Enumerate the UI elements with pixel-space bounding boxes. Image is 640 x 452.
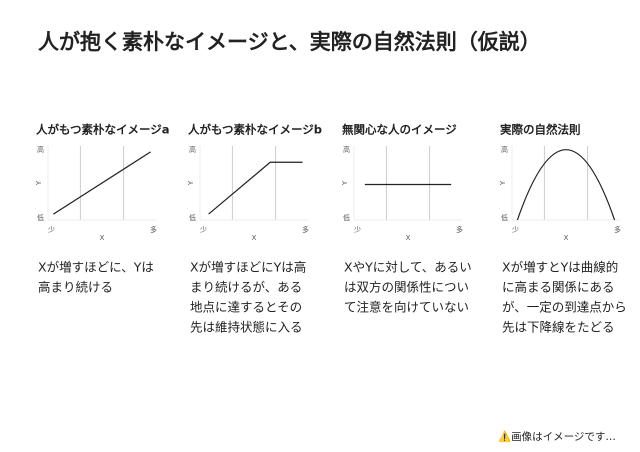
description-line: XやYに対して、あるい [344, 260, 472, 275]
description-line: 高まり続ける [38, 280, 113, 295]
x-low-label: 少 [200, 226, 207, 234]
y-low-label: 低 [501, 213, 508, 222]
panel-heading: 人がもつ素朴なイメージa [36, 123, 170, 137]
description-line: Xが増すとYは曲線的 [502, 260, 618, 275]
y-high-label: 高 [343, 145, 350, 154]
concept-curve [53, 151, 151, 215]
description-line: Xが増すほどに、Yは [38, 260, 154, 275]
description-line: 先は維持状態に入る [190, 320, 303, 335]
y-low-label: 低 [37, 213, 44, 222]
y-high-label: 高 [501, 145, 508, 154]
description-line: て注意を向けていない [344, 300, 469, 315]
x-axis-label: X [406, 234, 411, 242]
x-axis-label: X [100, 234, 105, 242]
description-line: 地点に達するとその [190, 300, 302, 315]
panel-heading: 人がもつ素朴なイメージb [188, 123, 322, 137]
x-low-label: 少 [354, 226, 361, 234]
y-axis-label: Y [499, 180, 507, 186]
y-high-label: 高 [37, 145, 44, 154]
slide-title: 人が抱く素朴なイメージと、実際の自然法則（仮説） [38, 30, 541, 54]
x-high-label: 多 [456, 225, 463, 234]
x-high-label: 多 [150, 225, 157, 234]
description-line: は双方の関係性につい [344, 280, 469, 295]
x-low-label: 少 [48, 226, 55, 234]
footer-note: ⚠️画像はイメージです… [498, 430, 616, 443]
x-axis-label: X [564, 234, 569, 242]
x-low-label: 少 [512, 226, 519, 234]
concept-curve [516, 149, 616, 221]
y-axis-label: Y [341, 180, 349, 186]
description-line: が、一定の到達点から [502, 300, 627, 315]
description-line: 先は下降線をたどる [502, 320, 615, 335]
x-high-label: 多 [614, 225, 621, 234]
y-high-label: 高 [189, 145, 196, 154]
y-axis-label: Y [187, 180, 195, 186]
x-axis-label: X [252, 234, 257, 242]
y-low-label: 低 [189, 213, 196, 222]
description-line: に高まる関係にある [502, 280, 615, 295]
panel-heading: 無関心な人のイメージ [342, 123, 457, 137]
y-axis-label: Y [35, 180, 43, 186]
x-high-label: 多 [302, 225, 309, 234]
concept-curve [208, 161, 303, 215]
panel-heading: 実際の自然法則 [500, 123, 581, 137]
description-line: まり続けるが、ある [190, 280, 302, 295]
y-low-label: 低 [343, 213, 350, 222]
description-line: Xが増すほどにYは高 [190, 260, 306, 275]
